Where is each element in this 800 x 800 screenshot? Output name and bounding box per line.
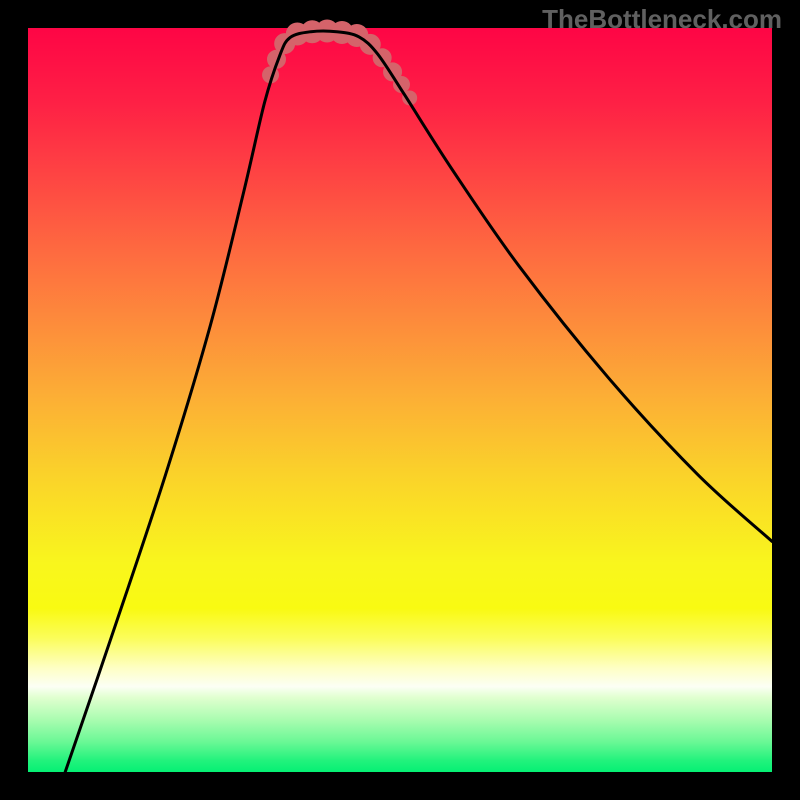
chart-svg [0,0,800,800]
chart-stage: TheBottleneck.com [0,0,800,800]
plot-background [28,28,772,772]
watermark-text: TheBottleneck.com [542,4,782,35]
